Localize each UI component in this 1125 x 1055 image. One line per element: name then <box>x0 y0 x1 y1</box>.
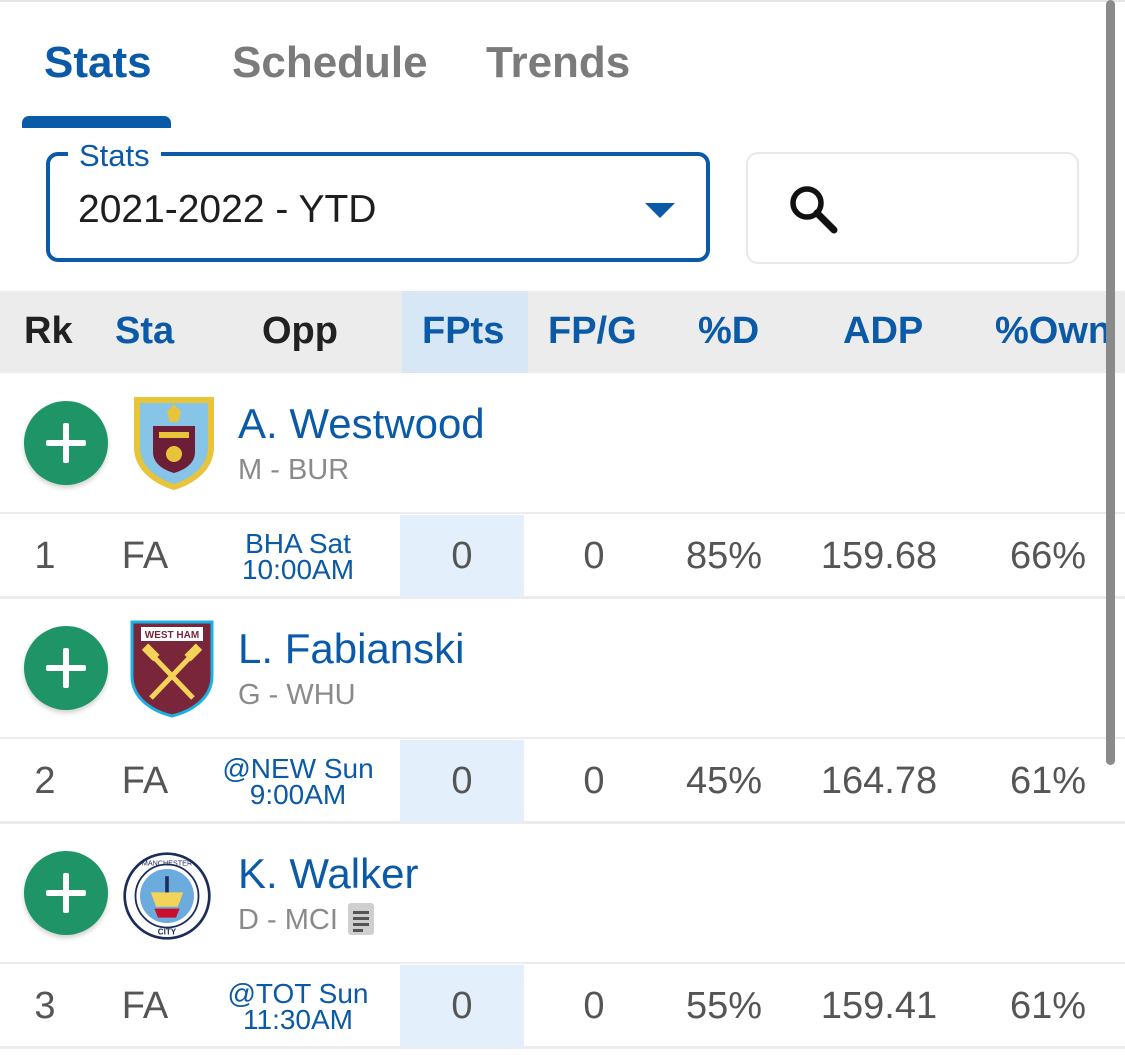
col-header-rk[interactable]: Rk <box>24 310 73 352</box>
season-select-label: Stats <box>68 138 161 174</box>
stats-row <box>0 964 1125 1049</box>
rank-cell: 1 <box>34 535 56 577</box>
col-header-fpts[interactable]: FPts <box>422 310 505 352</box>
player-position-team: M - BUR <box>238 454 350 486</box>
opponent-matchup: BHA Sat <box>245 528 351 559</box>
season-select[interactable] <box>46 152 710 262</box>
pct-own-cell: 61% <box>1009 760 1087 802</box>
svg-text:MANCHESTER: MANCHESTER <box>142 858 192 867</box>
top-border <box>0 0 1125 2</box>
opponent-time: 10:00AM <box>241 554 355 585</box>
opponent-game-link[interactable]: BHA Sat 10:00AM <box>208 528 388 585</box>
add-player-button[interactable] <box>24 626 108 710</box>
stats-row <box>0 514 1125 599</box>
player-note-icon[interactable] <box>348 903 374 935</box>
opponent-game-link[interactable]: @TOT Sun 11:30AM <box>208 978 388 1035</box>
player-position: D <box>238 904 259 936</box>
opponent-game-link[interactable]: @NEW Sun 9:00AM <box>208 753 388 810</box>
pct-d-cell: 85% <box>685 535 763 577</box>
pct-d-cell: 45% <box>685 760 763 802</box>
opponent-matchup: @TOT Sun <box>227 978 369 1009</box>
add-player-button[interactable] <box>24 401 108 485</box>
man-city-crest-icon: MANCHESTER CITY <box>123 852 211 940</box>
burnley-crest-icon <box>134 397 214 490</box>
add-player-button[interactable] <box>24 851 108 935</box>
svg-text:WEST HAM: WEST HAM <box>145 630 199 641</box>
fpg-cell: 0 <box>583 985 605 1027</box>
status-cell: FA <box>121 760 169 802</box>
pct-d-cell: 55% <box>685 985 763 1027</box>
fpg-cell: 0 <box>583 760 605 802</box>
tab-stats[interactable]: Stats <box>44 38 152 87</box>
stats-row <box>0 739 1125 824</box>
status-cell: FA <box>121 985 169 1027</box>
svg-text:CITY: CITY <box>158 928 177 937</box>
col-header-opp[interactable]: Opp <box>262 310 338 352</box>
opponent-time: 9:00AM <box>249 779 347 810</box>
player-team: BUR <box>287 454 350 486</box>
fpg-cell: 0 <box>583 535 605 577</box>
player-position: G <box>238 679 261 711</box>
col-header-pct-own[interactable]: %Own <box>995 310 1112 352</box>
west-ham-crest-icon: WEST HAM <box>130 620 214 718</box>
caret-down-icon[interactable] <box>645 203 675 218</box>
active-tab-indicator <box>22 116 171 128</box>
rank-cell: 2 <box>34 760 56 802</box>
fpts-column-highlight <box>400 965 524 1047</box>
player-team: MCI <box>284 904 338 936</box>
season-select-value[interactable]: 2021-2022 - YTD <box>78 188 377 231</box>
player-name[interactable]: K. Walker <box>238 850 419 897</box>
fpts-column-highlight <box>400 740 524 822</box>
fpts-cell: 0 <box>451 535 473 577</box>
opponent-matchup: @NEW Sun <box>222 753 374 784</box>
player-position-team: D - MCI <box>238 904 338 936</box>
search-icon[interactable] <box>786 182 840 236</box>
adp-cell: 159.68 <box>820 535 938 577</box>
fpts-cell: 0 <box>451 760 473 802</box>
tab-schedule[interactable]: Schedule <box>232 38 428 87</box>
adp-cell: 164.78 <box>820 760 938 802</box>
player-name[interactable]: L. Fabianski <box>238 625 465 672</box>
player-position-team: G - WHU <box>238 679 356 711</box>
status-cell: FA <box>121 535 169 577</box>
adp-cell: 159.41 <box>820 985 938 1027</box>
pct-own-cell: 61% <box>1009 985 1087 1027</box>
table-header <box>0 291 1125 373</box>
pct-own-cell: 66% <box>1009 535 1087 577</box>
fpts-cell: 0 <box>451 985 473 1027</box>
col-header-adp[interactable]: ADP <box>843 310 924 352</box>
scrollbar[interactable] <box>1106 0 1115 765</box>
col-header-sta[interactable]: Sta <box>115 310 175 352</box>
col-header-fpg[interactable]: FP/G <box>548 310 637 352</box>
tab-trends[interactable]: Trends <box>486 38 631 87</box>
search-input[interactable] <box>746 152 1079 264</box>
opponent-time: 11:30AM <box>243 1004 353 1035</box>
col-header-pct-d[interactable]: %D <box>698 310 760 352</box>
player-position: M <box>238 454 263 486</box>
fpts-header-highlight <box>402 291 528 373</box>
player-name[interactable]: A. Westwood <box>238 400 485 447</box>
rank-cell: 3 <box>34 985 56 1027</box>
player-team: WHU <box>286 679 356 711</box>
fpts-column-highlight <box>400 515 524 597</box>
